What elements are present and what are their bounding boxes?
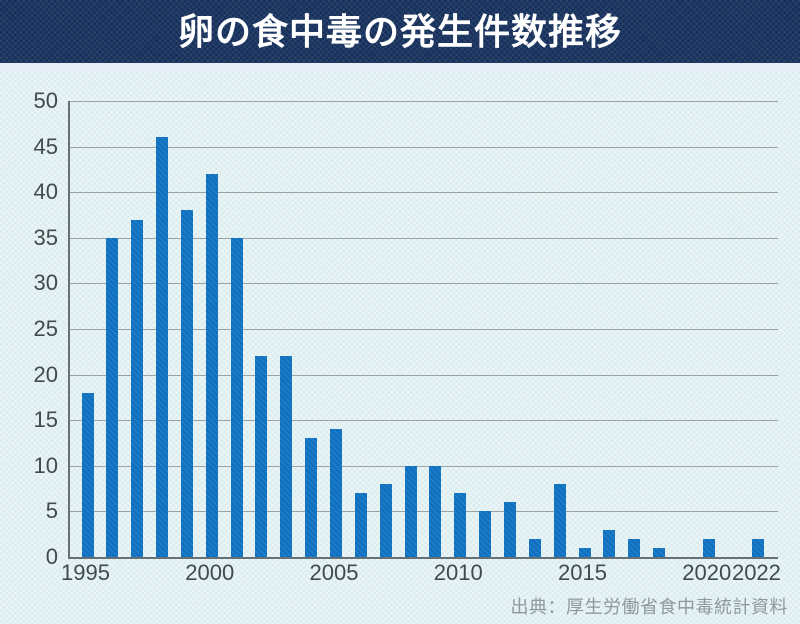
y-tick-label: 5 xyxy=(45,498,58,524)
bar xyxy=(479,511,491,557)
x-tick-label: 2015 xyxy=(558,560,607,585)
y-axis-labels: 0 5 10 15 20 25 30 35 40 45 50 xyxy=(0,88,58,569)
y-tick-label: 45 xyxy=(33,133,58,159)
bar xyxy=(429,466,441,557)
bar xyxy=(752,539,764,557)
gridline xyxy=(70,283,778,284)
bar xyxy=(280,356,292,557)
plot-area xyxy=(68,101,778,559)
x-tick-label: 2022 xyxy=(731,560,781,585)
gridline xyxy=(70,420,778,421)
x-tick-label: 2020 xyxy=(682,560,732,585)
bar xyxy=(330,429,342,557)
title-bar: 卵の食中毒の発生件数推移 xyxy=(0,0,800,63)
gridline xyxy=(70,511,778,512)
source-text: 出典：厚生労働省食中毒統計資料 xyxy=(510,597,788,617)
x-tick-label: 2000 xyxy=(185,560,235,585)
bar xyxy=(628,539,640,557)
bar xyxy=(106,238,118,557)
gridline xyxy=(70,329,778,330)
gridline xyxy=(70,375,778,376)
gridline xyxy=(70,466,778,467)
y-tick-label: 0 xyxy=(45,544,58,569)
x-tick-label: 2005 xyxy=(309,560,359,585)
header-divider xyxy=(0,63,800,71)
x-tick-label: 1995 xyxy=(61,560,110,585)
gridline xyxy=(70,147,778,148)
bar xyxy=(504,502,516,557)
bar xyxy=(255,356,267,557)
bar xyxy=(653,548,665,557)
bar xyxy=(131,220,143,557)
y-tick-label: 40 xyxy=(33,179,58,205)
y-tick-label: 35 xyxy=(33,224,58,250)
bar xyxy=(454,493,466,557)
bar xyxy=(579,548,591,557)
bar xyxy=(156,137,168,557)
bar xyxy=(231,238,243,557)
y-tick-label: 20 xyxy=(33,361,58,387)
bar xyxy=(355,493,367,557)
bar xyxy=(206,174,218,557)
bar xyxy=(405,466,417,557)
bar xyxy=(82,393,94,557)
x-axis-labels: 1995 2000 2005 2010 2015 2020 2022 xyxy=(61,560,781,590)
y-tick-label: 50 xyxy=(33,88,58,113)
gridline xyxy=(70,101,778,102)
bar xyxy=(554,484,566,557)
bar xyxy=(305,438,317,557)
chart-title: 卵の食中毒の発生件数推移 xyxy=(177,10,622,52)
bar xyxy=(703,539,715,557)
gridline xyxy=(70,192,778,193)
gridline xyxy=(70,238,778,239)
y-tick-label: 25 xyxy=(33,316,58,341)
y-tick-label: 15 xyxy=(33,407,58,433)
y-tick-label: 30 xyxy=(33,270,58,296)
x-tick-label: 2010 xyxy=(433,560,483,585)
bar xyxy=(380,484,392,557)
bar xyxy=(603,530,615,557)
bar xyxy=(529,539,541,557)
y-tick-label: 10 xyxy=(33,452,58,478)
bar xyxy=(181,210,193,557)
